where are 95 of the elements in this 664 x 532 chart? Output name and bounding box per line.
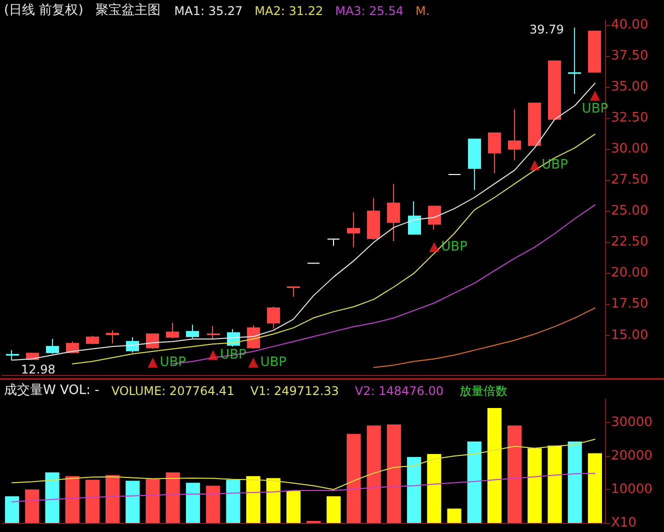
text: MA2: 31.22 [254,4,324,18]
y-tick-label: 20000 [611,448,652,464]
point [429,242,440,252]
bar [326,496,341,523]
y-tick-label: 35.00 [611,80,648,95]
data-label: UBP [542,158,568,173]
bar [467,442,482,523]
candlestick [347,212,360,248]
text: M. [416,4,430,18]
bar [106,475,120,523]
y-tick-label: 32.50 [611,110,648,126]
candlestick [508,108,521,161]
line-series [373,307,596,368]
data-label: UBP [160,355,186,370]
candlestick [588,30,601,73]
candlestick [267,306,280,329]
candlestick [126,336,139,354]
bar [286,490,300,523]
candlestick [207,325,220,340]
bar [206,486,220,523]
bar [366,425,381,523]
text: 放量倍数 [460,384,508,398]
line-series [72,134,596,364]
bar [548,446,562,523]
bar [427,454,442,523]
point [248,358,258,368]
line-series [12,438,596,490]
y-tick-label: 37.50 [611,48,648,64]
bar [45,472,60,523]
candlestick [468,138,481,191]
bar [146,479,160,523]
bar [528,448,542,523]
y-tick-label: 30000 [611,414,652,430]
candlestick [428,205,441,230]
candlestick [548,60,561,120]
y-tick-label: 10000 [611,482,652,497]
bar [186,482,200,523]
bar [407,456,422,523]
chart-title: 成交量W VOL: - [4,382,100,398]
candlestick [408,200,421,236]
text: MA1: 35.27 [174,4,243,18]
point [148,358,158,368]
y-tick-label: 40.00 [611,17,648,32]
y-tick-label: 17.50 [611,296,648,312]
candlestick [568,27,581,94]
chart-title: (日线 前复权) [4,3,84,18]
candlestick [327,238,340,246]
bar [346,434,361,523]
text: MA3: 25.54 [335,4,404,18]
y-tick-label: 27.50 [611,172,648,188]
candlestick [387,183,400,242]
bar [85,480,100,523]
candlestick [528,102,541,146]
point [208,350,218,360]
annotation: 12.98 [21,362,56,376]
candlestick [367,198,380,240]
text: V2: 148476.00 [354,384,444,398]
bar [226,480,240,523]
bar [246,476,260,523]
text: V1: 249712.33 [250,384,339,398]
bar [508,425,522,523]
y-tick-label: X10 [611,516,636,530]
candlestick [488,132,501,174]
bar [25,489,40,523]
bar [65,476,80,523]
bar [266,478,280,523]
candlestick [166,322,179,339]
y-tick-label: 30.00 [611,142,648,157]
y-tick-label: 22.50 [611,234,648,250]
line-series [12,472,596,502]
data-label: UBP [260,355,287,370]
y-tick-label: 15.00 [611,328,648,343]
bar [568,442,582,523]
bar [5,496,20,523]
bar [487,408,502,523]
candlestick [46,338,59,354]
bar [386,424,401,523]
annotation: 39.79 [529,22,564,37]
bar [126,480,140,523]
candlestick [186,324,199,339]
candlestick [287,286,300,298]
data-label: UBP [441,240,468,255]
chart-subtitle: 聚宝盆主图 [95,2,160,18]
y-tick-label: 25.00 [611,204,648,219]
point [590,90,600,101]
y-tick-label: 20.00 [611,266,648,281]
bar [588,453,602,523]
candlestick [86,335,99,344]
candlestick [106,330,119,344]
candlestick [6,350,19,361]
candlestick [146,332,159,350]
bar [166,472,180,523]
point [530,160,540,170]
text: VOLUME: 207764.41 [111,384,234,398]
bar [447,508,462,523]
